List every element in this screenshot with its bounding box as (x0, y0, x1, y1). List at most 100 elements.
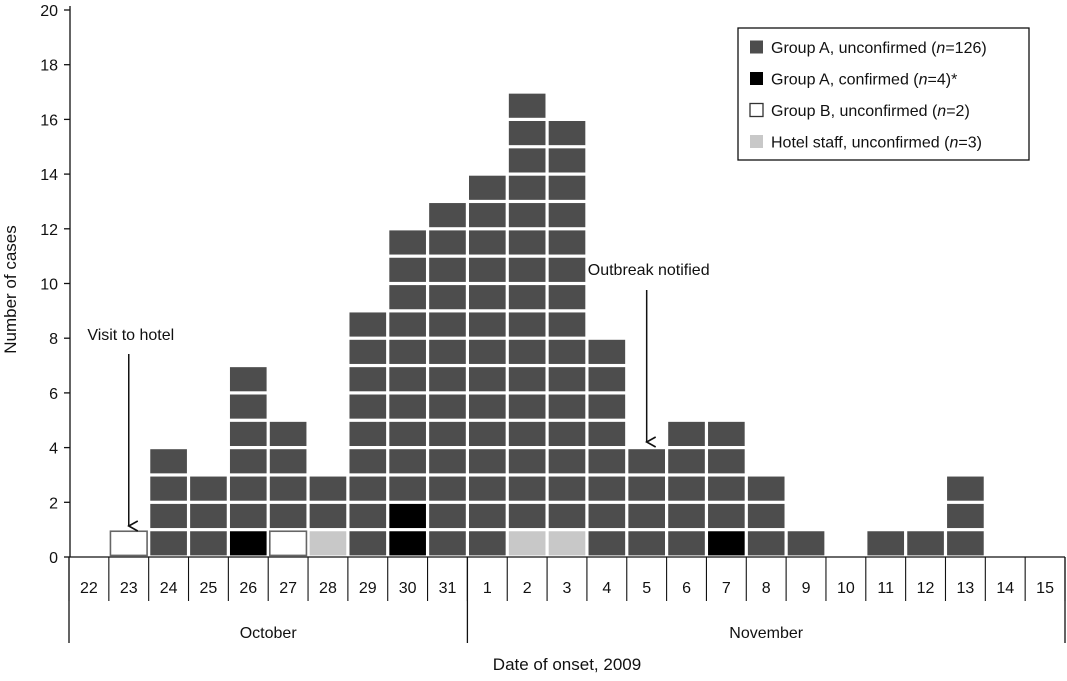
case-cell (349, 449, 387, 474)
case-cell (150, 449, 187, 474)
legend-entry-prefix: Hotel staff, unconfirmed ( (771, 135, 950, 152)
y-tick-label: 8 (49, 331, 58, 348)
case-cell (508, 421, 546, 446)
y-tick-label: 14 (40, 167, 58, 184)
x-tick-label: 5 (642, 580, 651, 597)
x-tick-label: 15 (1036, 580, 1054, 597)
case-cell (429, 367, 466, 392)
case-cell (229, 367, 267, 392)
case-cell (269, 421, 307, 446)
case-cell (508, 230, 546, 255)
case-cell (747, 476, 785, 501)
case-cell (628, 476, 665, 501)
case-cell (150, 531, 187, 556)
y-tick-label: 10 (40, 277, 58, 294)
legend-entry-n: n (949, 135, 958, 152)
y-axis-title: Number of cases (1, 225, 20, 354)
legend-entry-label: Group B, unconfirmed (n=2) (771, 103, 970, 120)
case-cell (508, 531, 546, 556)
case-cell (389, 394, 426, 419)
legend-entry-n: n (919, 72, 928, 89)
x-tick-label: 22 (80, 580, 98, 597)
case-cell (389, 312, 426, 337)
legend-swatch (750, 72, 763, 85)
case-cell (628, 449, 665, 474)
x-tick-label: 7 (722, 580, 731, 597)
case-cell (548, 175, 586, 200)
x-tick-label: 1 (483, 580, 492, 597)
case-cell (190, 503, 227, 529)
case-cell (349, 476, 387, 501)
case-cell (389, 285, 426, 310)
x-tick-label: 28 (319, 580, 337, 597)
bars-layer (109, 93, 984, 557)
legend-entry-suffix: =126) (945, 40, 986, 57)
case-cell (548, 367, 586, 392)
case-cell (588, 394, 626, 419)
legend-entry-label: Hotel staff, unconfirmed (n=3) (771, 135, 982, 152)
case-cell (429, 257, 466, 282)
case-cell (229, 503, 267, 529)
case-cell (469, 312, 506, 337)
case-cell (708, 503, 745, 529)
x-tick-label: 4 (602, 580, 611, 597)
case-cell (389, 230, 426, 255)
case-cell (588, 367, 626, 392)
x-tick-label: 10 (837, 580, 855, 597)
case-cell (229, 394, 267, 419)
case-cell (389, 476, 426, 501)
case-cell (469, 285, 506, 310)
case-cell (508, 203, 546, 228)
x-tick-label: 13 (957, 580, 975, 597)
y-tick-label: 2 (49, 495, 58, 512)
case-cell (548, 148, 586, 173)
x-tick-label: 27 (279, 580, 297, 597)
legend-entry-suffix: =4)* (928, 72, 958, 89)
legend-entry-prefix: Group A, confirmed ( (771, 72, 919, 89)
legend-entry-prefix: Group B, unconfirmed ( (771, 103, 938, 120)
annotation-label: Outbreak notified (588, 262, 710, 279)
case-cell (349, 367, 387, 392)
case-cell (548, 394, 586, 419)
case-cell (548, 312, 586, 337)
case-cell (349, 312, 387, 337)
y-tick-label: 16 (40, 112, 58, 129)
case-cell (269, 503, 307, 529)
case-cell (389, 421, 426, 446)
y-tick-label: 0 (49, 550, 58, 567)
case-cell (389, 503, 426, 529)
case-cell (349, 503, 387, 529)
case-cell (469, 339, 506, 364)
case-cell (628, 503, 665, 529)
case-cell (508, 394, 546, 419)
x-tick-label: 26 (239, 580, 257, 597)
legend-entry-prefix: Group A, unconfirmed ( (771, 40, 937, 57)
case-cell (708, 531, 745, 556)
case-cell (309, 531, 347, 556)
case-cell (469, 449, 506, 474)
case-cell (429, 531, 466, 556)
case-cell (548, 203, 586, 228)
case-cell (469, 531, 506, 556)
case-cell (787, 531, 825, 556)
x-tick-label: 11 (877, 580, 894, 597)
case-cell (269, 449, 307, 474)
x-tick-label: 14 (996, 580, 1014, 597)
case-cell (508, 285, 546, 310)
case-cell (269, 476, 307, 501)
case-cell (588, 339, 626, 364)
case-cell (747, 503, 785, 529)
case-cell (469, 367, 506, 392)
legend-swatch (750, 40, 763, 54)
case-cell (628, 531, 665, 556)
case-cell (429, 230, 466, 255)
case-cell (469, 203, 506, 228)
x-tick-label: 30 (399, 580, 417, 597)
case-cell (429, 312, 466, 337)
case-cell (469, 394, 506, 419)
month-label: November (729, 625, 803, 642)
legend-entry-label: Group A, unconfirmed (n=126) (771, 40, 987, 57)
case-cell (508, 449, 546, 474)
case-cell (508, 121, 546, 146)
